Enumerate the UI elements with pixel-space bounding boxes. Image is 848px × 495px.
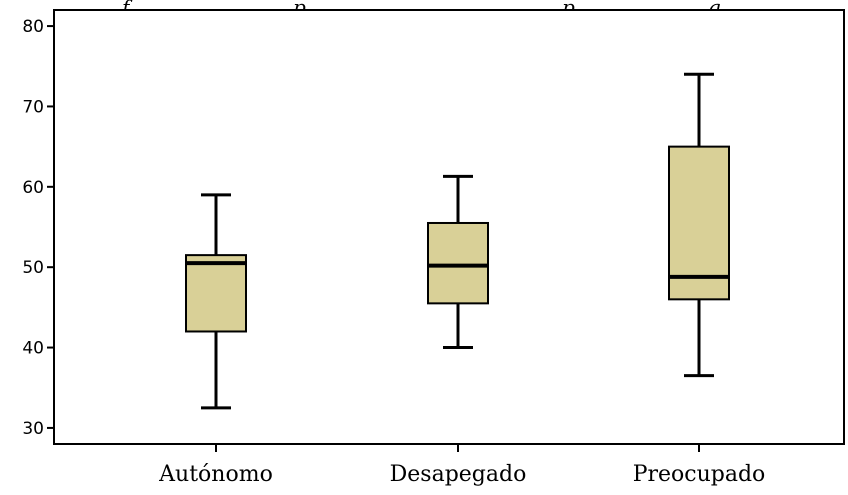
x-axis: Autónomo Desapegado Preocupado bbox=[158, 444, 765, 487]
interquartile-box bbox=[427, 221, 489, 305]
box-group bbox=[427, 174, 489, 350]
box-group bbox=[668, 72, 730, 378]
box-group bbox=[185, 193, 247, 410]
x-tick-label: Desapegado bbox=[390, 462, 527, 487]
interquartile-box bbox=[668, 145, 730, 301]
x-tick-label: Preocupado bbox=[633, 462, 766, 487]
y-axis: 30 40 50 60 70 80 bbox=[22, 17, 54, 439]
interquartile-box bbox=[185, 254, 247, 333]
x-tick-label: Autónomo bbox=[158, 462, 273, 487]
y-tick-label: 70 bbox=[22, 97, 44, 117]
y-tick-label: 80 bbox=[22, 17, 44, 37]
y-tick-label: 30 bbox=[22, 419, 44, 439]
y-tick-label: 50 bbox=[22, 258, 44, 278]
y-tick-label: 40 bbox=[22, 339, 44, 359]
y-tick-label: 60 bbox=[22, 178, 44, 198]
box-series bbox=[185, 72, 730, 410]
